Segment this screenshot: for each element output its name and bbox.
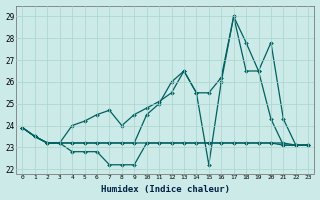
X-axis label: Humidex (Indice chaleur): Humidex (Indice chaleur)	[101, 185, 230, 194]
